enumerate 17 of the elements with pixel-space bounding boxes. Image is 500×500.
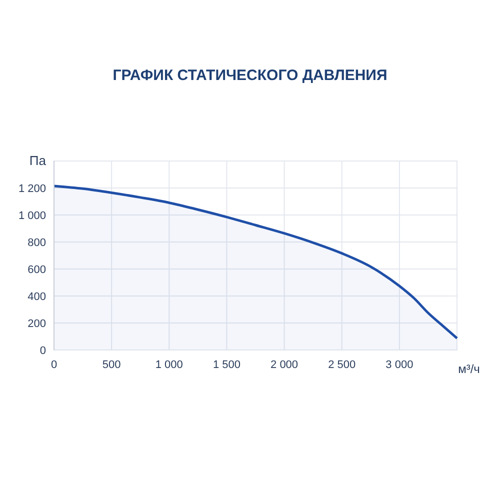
y-tick-label: 800: [28, 237, 46, 249]
y-axis-title: Па: [29, 153, 47, 168]
x-tick-label: 2 500: [328, 359, 356, 371]
x-tick-label: 1 500: [212, 359, 240, 371]
y-tick-label: 1 000: [18, 210, 46, 222]
y-tick-label: 400: [28, 291, 46, 303]
y-tick-label: 0: [40, 345, 46, 357]
x-axis-title: м³/ч: [458, 362, 480, 376]
x-tick-label: 1 000: [155, 359, 183, 371]
x-tick-label: 0: [50, 359, 58, 371]
chart-title: ГРАФИК СТАТИЧЕСКОГО ДАВЛЕНИЯ: [112, 67, 388, 84]
y-tick-label: 600: [28, 264, 46, 276]
x-tick-label: 500: [102, 359, 121, 371]
y-tick-label: 1 200: [18, 183, 46, 195]
y-tick-label: 200: [28, 318, 46, 330]
x-tick-label: 2 000: [270, 359, 298, 371]
x-tick-label: 3 000: [386, 359, 414, 371]
